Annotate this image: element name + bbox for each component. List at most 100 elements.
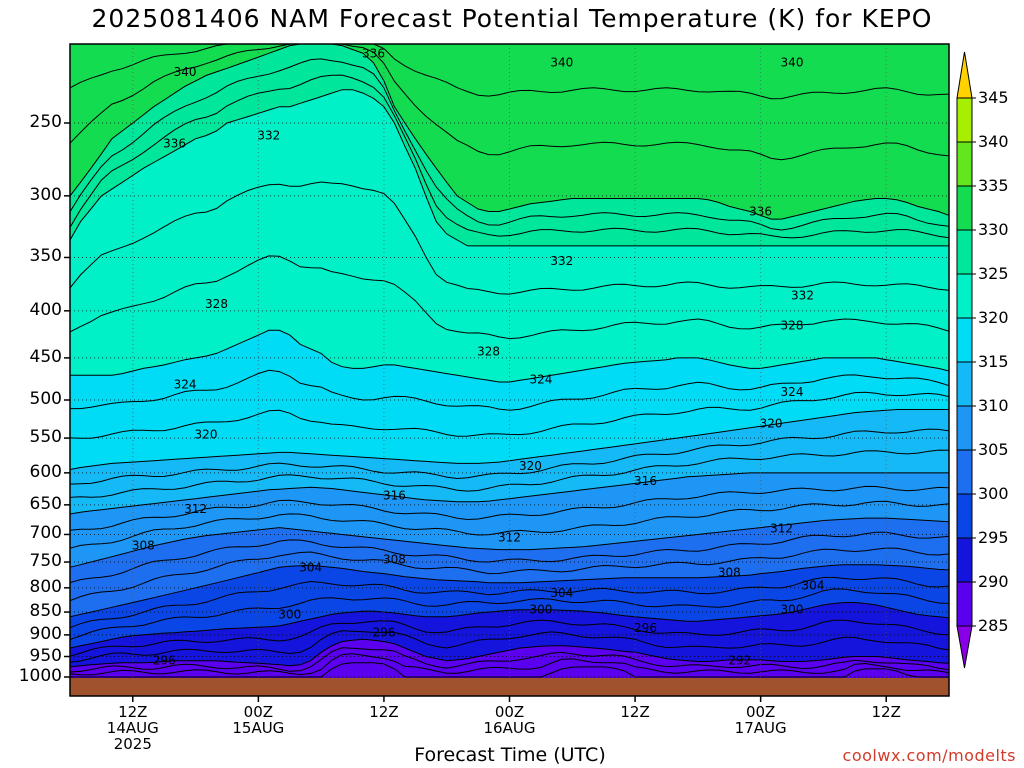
colorbar-label: 335 xyxy=(978,176,1009,195)
colorbar-box xyxy=(956,493,973,539)
contour-label: 300 xyxy=(278,607,301,621)
chart-title: 2025081406 NAM Forecast Potential Temper… xyxy=(91,4,933,33)
contour-label: 296 xyxy=(153,654,176,668)
contour-label: 340 xyxy=(550,56,573,70)
colorbar-box xyxy=(956,273,973,319)
y-tick-label: 400 xyxy=(29,299,62,320)
y-tick-label: 450 xyxy=(29,346,62,367)
contour-label: 316 xyxy=(383,489,406,503)
contour-line-mid xyxy=(70,74,949,239)
colorbar-label: 345 xyxy=(978,88,1009,107)
colorbar-box xyxy=(956,581,973,627)
contour-label: 292 xyxy=(728,654,751,668)
contour-label: 324 xyxy=(781,385,804,399)
colorbar-box xyxy=(956,449,973,495)
contour-line-mid xyxy=(70,181,949,295)
contour-line-307.5 xyxy=(70,517,949,568)
ground-surface xyxy=(70,678,949,696)
contour-label: 304 xyxy=(802,578,825,592)
contour-line-302.5 xyxy=(70,564,949,618)
contour-label: 332 xyxy=(791,289,814,303)
colorbar-box xyxy=(956,405,973,451)
contour-label: 324 xyxy=(529,373,552,387)
y-tick-label: 650 xyxy=(29,493,62,514)
credit-link[interactable]: coolwx.com/modelts xyxy=(842,746,1016,765)
colorbar-label: 300 xyxy=(978,484,1009,503)
x-tick-label: 12Z xyxy=(369,703,399,721)
contour-line-mid xyxy=(70,369,949,411)
contour-line-mid xyxy=(70,58,949,231)
contour-label: 316 xyxy=(634,474,657,488)
y-tick-label: 600 xyxy=(29,461,62,482)
contour-label: 312 xyxy=(770,522,793,536)
colorbar xyxy=(956,51,976,669)
band-332.5 xyxy=(70,44,949,220)
y-tick-label: 950 xyxy=(29,645,62,666)
contour-label: 304 xyxy=(299,560,322,574)
contour-line-mid xyxy=(70,619,949,657)
x-tick-label: 00Z 17AUG xyxy=(734,703,787,737)
colorbar-label: 290 xyxy=(978,572,1009,591)
y-tick-label: 700 xyxy=(29,523,62,544)
x-axis-title: Forecast Time (UTC) xyxy=(414,744,606,766)
contour-label: 332 xyxy=(257,129,280,143)
contour-label: 320 xyxy=(519,459,542,473)
colorbar-label: 285 xyxy=(978,616,1009,635)
colorbar-box xyxy=(956,537,973,583)
colorbar-top-triangle xyxy=(956,51,973,99)
x-tick-label: 00Z 15AUG xyxy=(232,703,285,737)
contour-line-mid xyxy=(70,647,949,673)
contour-line-mid xyxy=(70,44,949,161)
contour-label: 336 xyxy=(749,205,772,219)
contour-line-mid xyxy=(70,531,949,584)
contour-label-group: 340 340 340 336 336 336 332 332 332 328 328 328 324 3… xyxy=(132,46,825,667)
contour-line-297.5 xyxy=(70,602,949,649)
contour-label: 312 xyxy=(184,502,207,516)
contour-label: 296 xyxy=(372,626,395,640)
contour-label: 320 xyxy=(760,416,783,430)
contour-label: 300 xyxy=(529,603,552,617)
contour-label: 308 xyxy=(718,566,741,580)
y-tick-label: 300 xyxy=(29,184,62,205)
x-tick-label: 00Z 16AUG xyxy=(483,703,536,737)
colorbar-box xyxy=(956,97,973,143)
contour-line-322.5 xyxy=(70,329,949,383)
contour-lines xyxy=(70,44,949,678)
colorbar-label: 315 xyxy=(978,352,1009,371)
contour-label: 328 xyxy=(205,297,228,311)
x-tick-label: 12Z xyxy=(871,703,901,721)
x-tick-label: 12Z xyxy=(620,703,650,721)
colorbar-label: 305 xyxy=(978,440,1009,459)
colorbar-label: 325 xyxy=(978,264,1009,283)
colorbar-label: 340 xyxy=(978,132,1009,151)
contour-label: 308 xyxy=(132,539,155,553)
contour-line-mid xyxy=(70,255,949,340)
y-tick-label: 850 xyxy=(29,601,62,622)
y-tick-label: 800 xyxy=(29,576,62,597)
contour-line-327.5 xyxy=(70,89,949,247)
contour-line-mid xyxy=(70,547,949,602)
contour-label: 312 xyxy=(498,530,521,544)
contour-label: 336 xyxy=(362,46,385,60)
contour-label: 332 xyxy=(550,254,573,268)
y-tick-label: 550 xyxy=(29,427,62,448)
contour-label: 328 xyxy=(781,319,804,333)
colorbar-box xyxy=(956,317,973,363)
y-tick-label: 350 xyxy=(29,246,62,267)
colorbar-box xyxy=(956,229,973,275)
colorbar-box xyxy=(956,141,973,187)
contour-label: 340 xyxy=(781,56,804,70)
colorbar-label: 295 xyxy=(978,528,1009,547)
contour-label: 296 xyxy=(634,621,657,635)
contour-label: 300 xyxy=(781,603,804,617)
colorbar-box xyxy=(956,185,973,231)
contour-label: 324 xyxy=(174,378,197,392)
colorbar-label: 320 xyxy=(978,308,1009,327)
y-tick-label: 900 xyxy=(29,623,62,644)
colorbar-label: 330 xyxy=(978,220,1009,239)
contour-label: 328 xyxy=(477,345,500,359)
contour-label: 336 xyxy=(163,136,186,150)
contour-label: 320 xyxy=(195,427,218,441)
filled-contours xyxy=(70,44,949,696)
contour-line-mid xyxy=(70,485,949,531)
